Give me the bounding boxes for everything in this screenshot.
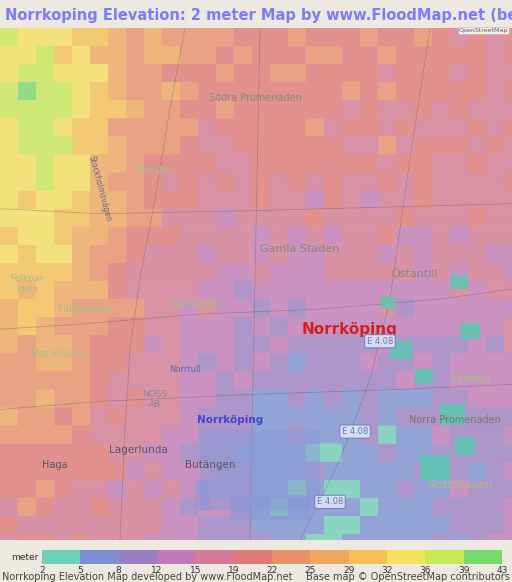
Text: Lagerlunda: Lagerlunda	[109, 445, 167, 455]
Bar	[233, 550, 272, 564]
Text: E 4.08: E 4.08	[317, 498, 343, 506]
Bar	[440, 404, 465, 424]
Bar	[425, 550, 464, 564]
Text: 12: 12	[152, 566, 163, 575]
Bar	[464, 550, 502, 564]
Bar	[390, 341, 412, 359]
Text: E 4.08: E 4.08	[367, 337, 393, 346]
Text: OpenStreetMap: OpenStreetMap	[459, 28, 508, 33]
Text: Norrköping: Norrköping	[302, 322, 398, 336]
Bar	[420, 455, 450, 480]
Text: 2: 2	[39, 566, 45, 575]
Bar	[387, 550, 425, 564]
Text: Stockholmsvägen: Stockholmsvägen	[87, 155, 113, 222]
Bar	[455, 436, 475, 455]
Text: Folkpar-
cken: Folkpar- cken	[10, 274, 46, 294]
Text: 15: 15	[189, 566, 201, 575]
Text: Haga: Haga	[42, 460, 68, 470]
Bar	[380, 297, 395, 309]
Text: meter: meter	[11, 552, 38, 562]
Text: 5: 5	[77, 566, 83, 575]
Bar	[310, 550, 349, 564]
Text: Base map © OpenStreetMap contributors: Base map © OpenStreetMap contributors	[306, 572, 510, 582]
Text: NOSS
AB: NOSS AB	[142, 390, 167, 409]
Text: 36: 36	[419, 566, 431, 575]
Text: 32: 32	[381, 566, 393, 575]
Bar	[460, 323, 480, 339]
Text: Norrtull: Norrtull	[169, 365, 201, 374]
Text: 25: 25	[305, 566, 316, 575]
Text: Slottshagen: Slottshagen	[426, 480, 494, 490]
Text: Norrköping: Norrköping	[197, 414, 263, 424]
Text: Butängen: Butängen	[185, 460, 235, 470]
Text: Marielund: Marielund	[30, 349, 86, 359]
Bar	[157, 550, 196, 564]
Text: Norrkoping Elevation Map developed by www.FloodMap.net: Norrkoping Elevation Map developed by ww…	[2, 572, 292, 582]
Bar	[272, 550, 310, 564]
Bar	[42, 550, 80, 564]
Bar	[349, 550, 387, 564]
Text: Östantill: Östantill	[392, 269, 438, 279]
Text: 29: 29	[343, 566, 354, 575]
Text: 43: 43	[496, 566, 508, 575]
Text: Saltäng: Saltäng	[450, 374, 490, 384]
Bar	[450, 275, 468, 289]
Text: 8: 8	[116, 566, 121, 575]
Text: Gamla Staden: Gamla Staden	[260, 244, 339, 254]
Text: Nordantill: Nordantill	[168, 299, 222, 309]
Bar	[195, 480, 210, 510]
Text: 39: 39	[458, 566, 470, 575]
Text: 22: 22	[266, 566, 278, 575]
Bar	[230, 495, 310, 520]
Text: Södra Promenaden: Södra Promenaden	[208, 93, 302, 103]
Bar	[80, 550, 119, 564]
Text: 19: 19	[228, 566, 240, 575]
Text: Berget: Berget	[136, 164, 174, 173]
Text: Norra Promenaden: Norra Promenaden	[409, 414, 501, 424]
Text: Norrkoping Elevation: 2 meter Map by www.FloodMap.net (beta): Norrkoping Elevation: 2 meter Map by www…	[5, 8, 512, 23]
Bar	[119, 550, 157, 564]
Bar	[200, 430, 320, 510]
Text: E 4.08: E 4.08	[342, 427, 368, 436]
Bar	[196, 550, 233, 564]
Text: Folkparken: Folkparken	[58, 304, 112, 314]
Bar	[415, 370, 433, 384]
